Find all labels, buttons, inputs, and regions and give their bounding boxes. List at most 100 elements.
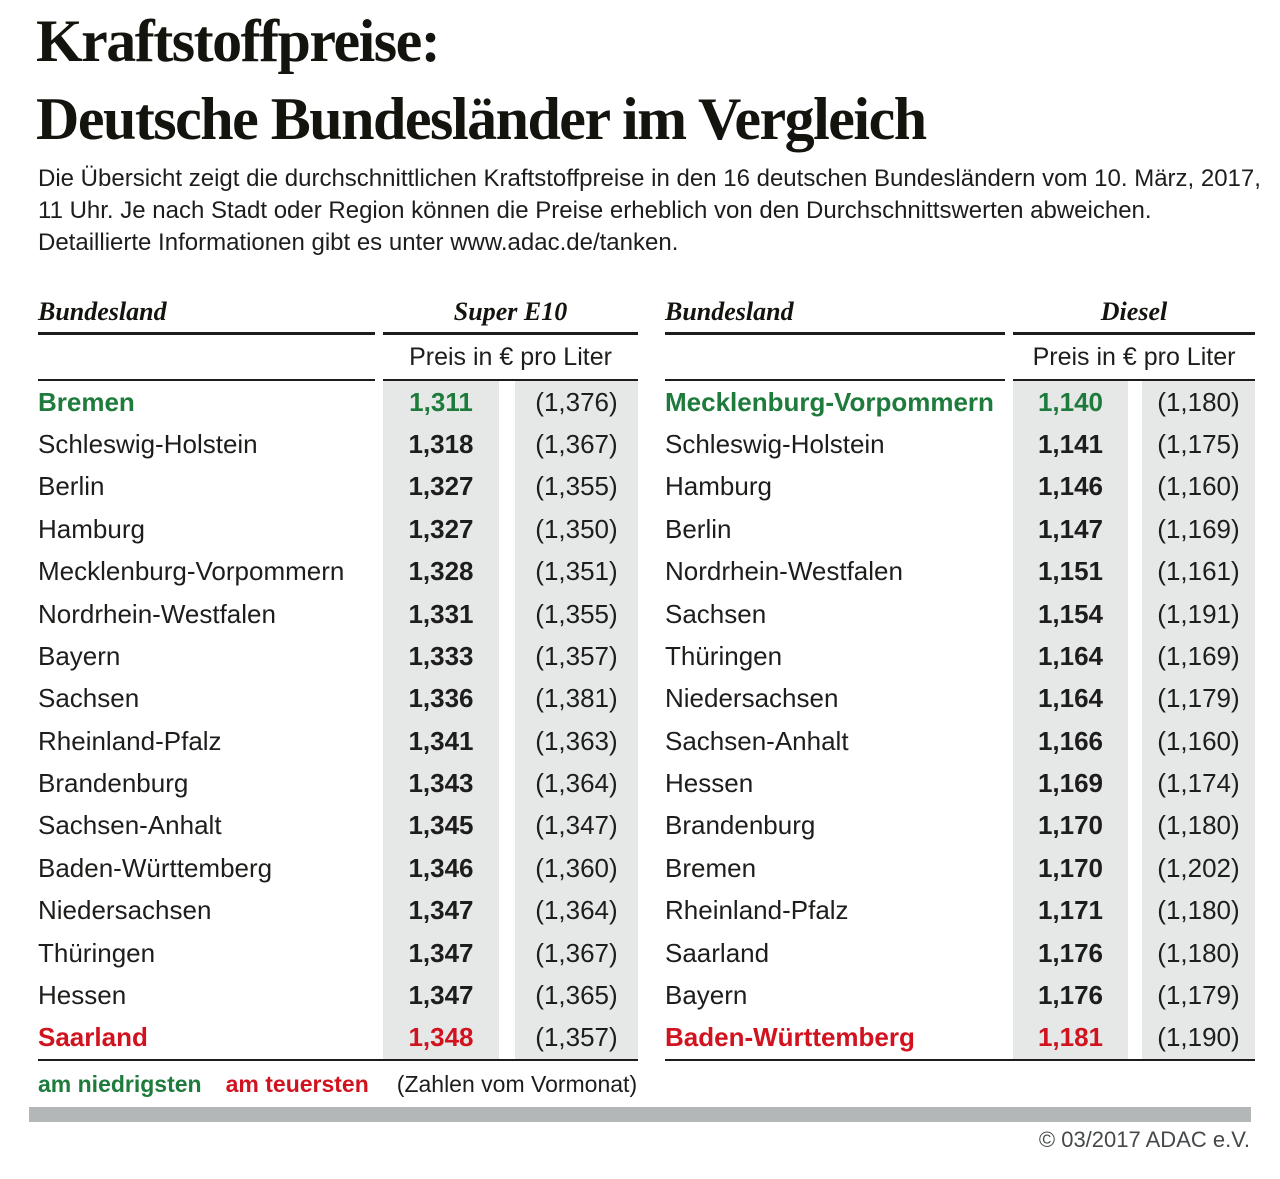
- column-gap: [499, 931, 515, 975]
- previous-month-price: (1,357): [515, 1016, 638, 1059]
- current-price: 1,170: [1013, 847, 1128, 890]
- previous-month-price: (1,381): [515, 677, 638, 720]
- table-row: Niedersachsen 1,164 (1,179): [665, 677, 1255, 720]
- column-gap: [1128, 677, 1142, 720]
- column-gap: [499, 974, 515, 1017]
- previous-month-price: (1,180): [1142, 381, 1255, 424]
- state-name: Thüringen: [665, 640, 783, 671]
- current-price: 1,181: [1013, 1016, 1128, 1059]
- table-row: Thüringen 1,347 (1,367): [38, 931, 638, 975]
- current-price: 1,336: [383, 677, 499, 720]
- current-price: 1,141: [1013, 423, 1128, 466]
- previous-month-price: (1,180): [1142, 889, 1255, 932]
- table-row: Rheinland-Pfalz 1,341 (1,363): [38, 720, 638, 763]
- column-gap: [499, 592, 515, 636]
- table-row: Bremen 1,311 (1,376): [38, 381, 638, 424]
- header-cell-fuel: Super E10: [383, 292, 638, 335]
- column-gap: [499, 889, 515, 932]
- current-price: 1,176: [1013, 974, 1128, 1017]
- intro-text: Die Übersicht zeigt die durchschnittlich…: [38, 163, 1261, 259]
- header-cell-bundesland: Bundesland: [665, 292, 1005, 335]
- intro-line-2: 11 Uhr. Je nach Stadt oder Region können…: [38, 197, 1152, 224]
- state-name: Rheinland-Pfalz: [38, 725, 222, 756]
- state-name: Sachsen-Anhalt: [38, 810, 222, 841]
- current-price: 1,345: [383, 804, 499, 848]
- state-name: Berlin: [665, 513, 732, 544]
- column-gap: [499, 762, 515, 805]
- column-gap: [1128, 1016, 1142, 1059]
- state-name: Sachsen: [665, 598, 767, 629]
- price-unit-label: Preis in € pro Liter: [1032, 343, 1236, 371]
- header-gap: [1005, 292, 1013, 335]
- subheader-gap: [1005, 335, 1013, 381]
- table-header-row: Bundesland Super E10: [38, 292, 638, 335]
- subheader-empty-cell: [665, 335, 1005, 381]
- state-name: Baden-Württemberg: [665, 1022, 915, 1053]
- previous-month-price: (1,179): [1142, 677, 1255, 720]
- column-gap: [499, 381, 515, 424]
- table-row: Sachsen-Anhalt 1,166 (1,160): [665, 720, 1255, 763]
- current-price: 1,341: [383, 720, 499, 763]
- table-row: Berlin 1,327 (1,355): [38, 465, 638, 509]
- state-name: Thüringen: [38, 937, 156, 968]
- state-name: Brandenburg: [665, 810, 816, 841]
- previous-month-price: (1,360): [515, 847, 638, 890]
- table-row: Hessen 1,347 (1,365): [38, 974, 638, 1017]
- column-gap: [499, 508, 515, 551]
- previous-month-price: (1,347): [515, 804, 638, 848]
- table-row: Bayern 1,176 (1,179): [665, 974, 1255, 1017]
- previous-month-price: (1,191): [1142, 592, 1255, 636]
- title-line-2: Deutsche Bundesländer im Vergleich: [36, 86, 927, 152]
- current-price: 1,318: [383, 423, 499, 466]
- current-price: 1,346: [383, 847, 499, 890]
- column-gap: [1128, 508, 1142, 551]
- subheader-cell-unit: Preis in € pro Liter: [383, 335, 638, 381]
- previous-month-price: (1,160): [1142, 465, 1255, 509]
- column-gap: [1128, 635, 1142, 678]
- column-gap: [499, 677, 515, 720]
- table-row: Saarland 1,348 (1,357): [38, 1016, 638, 1059]
- title-line-1: Kraftstoffpreise:: [36, 8, 441, 74]
- state-name: Niedersachsen: [38, 895, 212, 926]
- table-row: Schleswig-Holstein 1,141 (1,175): [665, 423, 1255, 466]
- diesel-price-table: Bundesland Diesel Preis in € pro Liter M…: [665, 292, 1255, 1061]
- current-price: 1,347: [383, 974, 499, 1017]
- table-body-super-e10: Bremen 1,311 (1,376) Schleswig-Holstein 1,31…: [38, 381, 638, 1061]
- column-header-bundesland: Bundesland: [38, 297, 167, 326]
- current-price: 1,327: [383, 465, 499, 509]
- current-price: 1,343: [383, 762, 499, 805]
- table-row: Brandenburg 1,343 (1,364): [38, 762, 638, 805]
- column-gap: [1128, 592, 1142, 636]
- table-row: Brandenburg 1,170 (1,180): [665, 804, 1255, 848]
- legend-highest-label: am teuersten: [225, 1071, 369, 1097]
- legend: am niedrigsten am teuersten (Zahlen vom …: [38, 1071, 637, 1098]
- state-name: Bremen: [38, 386, 135, 417]
- column-gap: [1128, 720, 1142, 763]
- table-row: Bremen 1,170 (1,202): [665, 847, 1255, 890]
- state-name: Sachsen-Anhalt: [665, 725, 849, 756]
- current-price: 1,154: [1013, 592, 1128, 636]
- current-price: 1,140: [1013, 381, 1128, 424]
- state-name: Saarland: [665, 937, 770, 968]
- previous-month-price: (1,365): [515, 974, 638, 1017]
- column-gap: [1128, 550, 1142, 593]
- table-row: Nordrhein-Westfalen 1,331 (1,355): [38, 592, 638, 636]
- state-name: Sachsen: [38, 683, 140, 714]
- subheader-cell-unit: Preis in € pro Liter: [1013, 335, 1255, 381]
- previous-month-price: (1,179): [1142, 974, 1255, 1017]
- table-subheader-row: Preis in € pro Liter: [38, 335, 638, 381]
- state-name: Hessen: [38, 979, 127, 1010]
- current-price: 1,151: [1013, 550, 1128, 593]
- table-row: Thüringen 1,164 (1,169): [665, 635, 1255, 678]
- subheader-empty-cell: [38, 335, 375, 381]
- table-row: Mecklenburg-Vorpommern 1,140 (1,180): [665, 381, 1255, 424]
- column-gap: [499, 720, 515, 763]
- column-gap: [499, 550, 515, 593]
- table-row: Rheinland-Pfalz 1,171 (1,180): [665, 889, 1255, 932]
- previous-month-price: (1,357): [515, 635, 638, 678]
- previous-month-price: (1,175): [1142, 423, 1255, 466]
- column-gap: [499, 635, 515, 678]
- table-row: Schleswig-Holstein 1,318 (1,367): [38, 423, 638, 466]
- column-gap: [1128, 762, 1142, 805]
- column-header-bundesland: Bundesland: [665, 297, 794, 326]
